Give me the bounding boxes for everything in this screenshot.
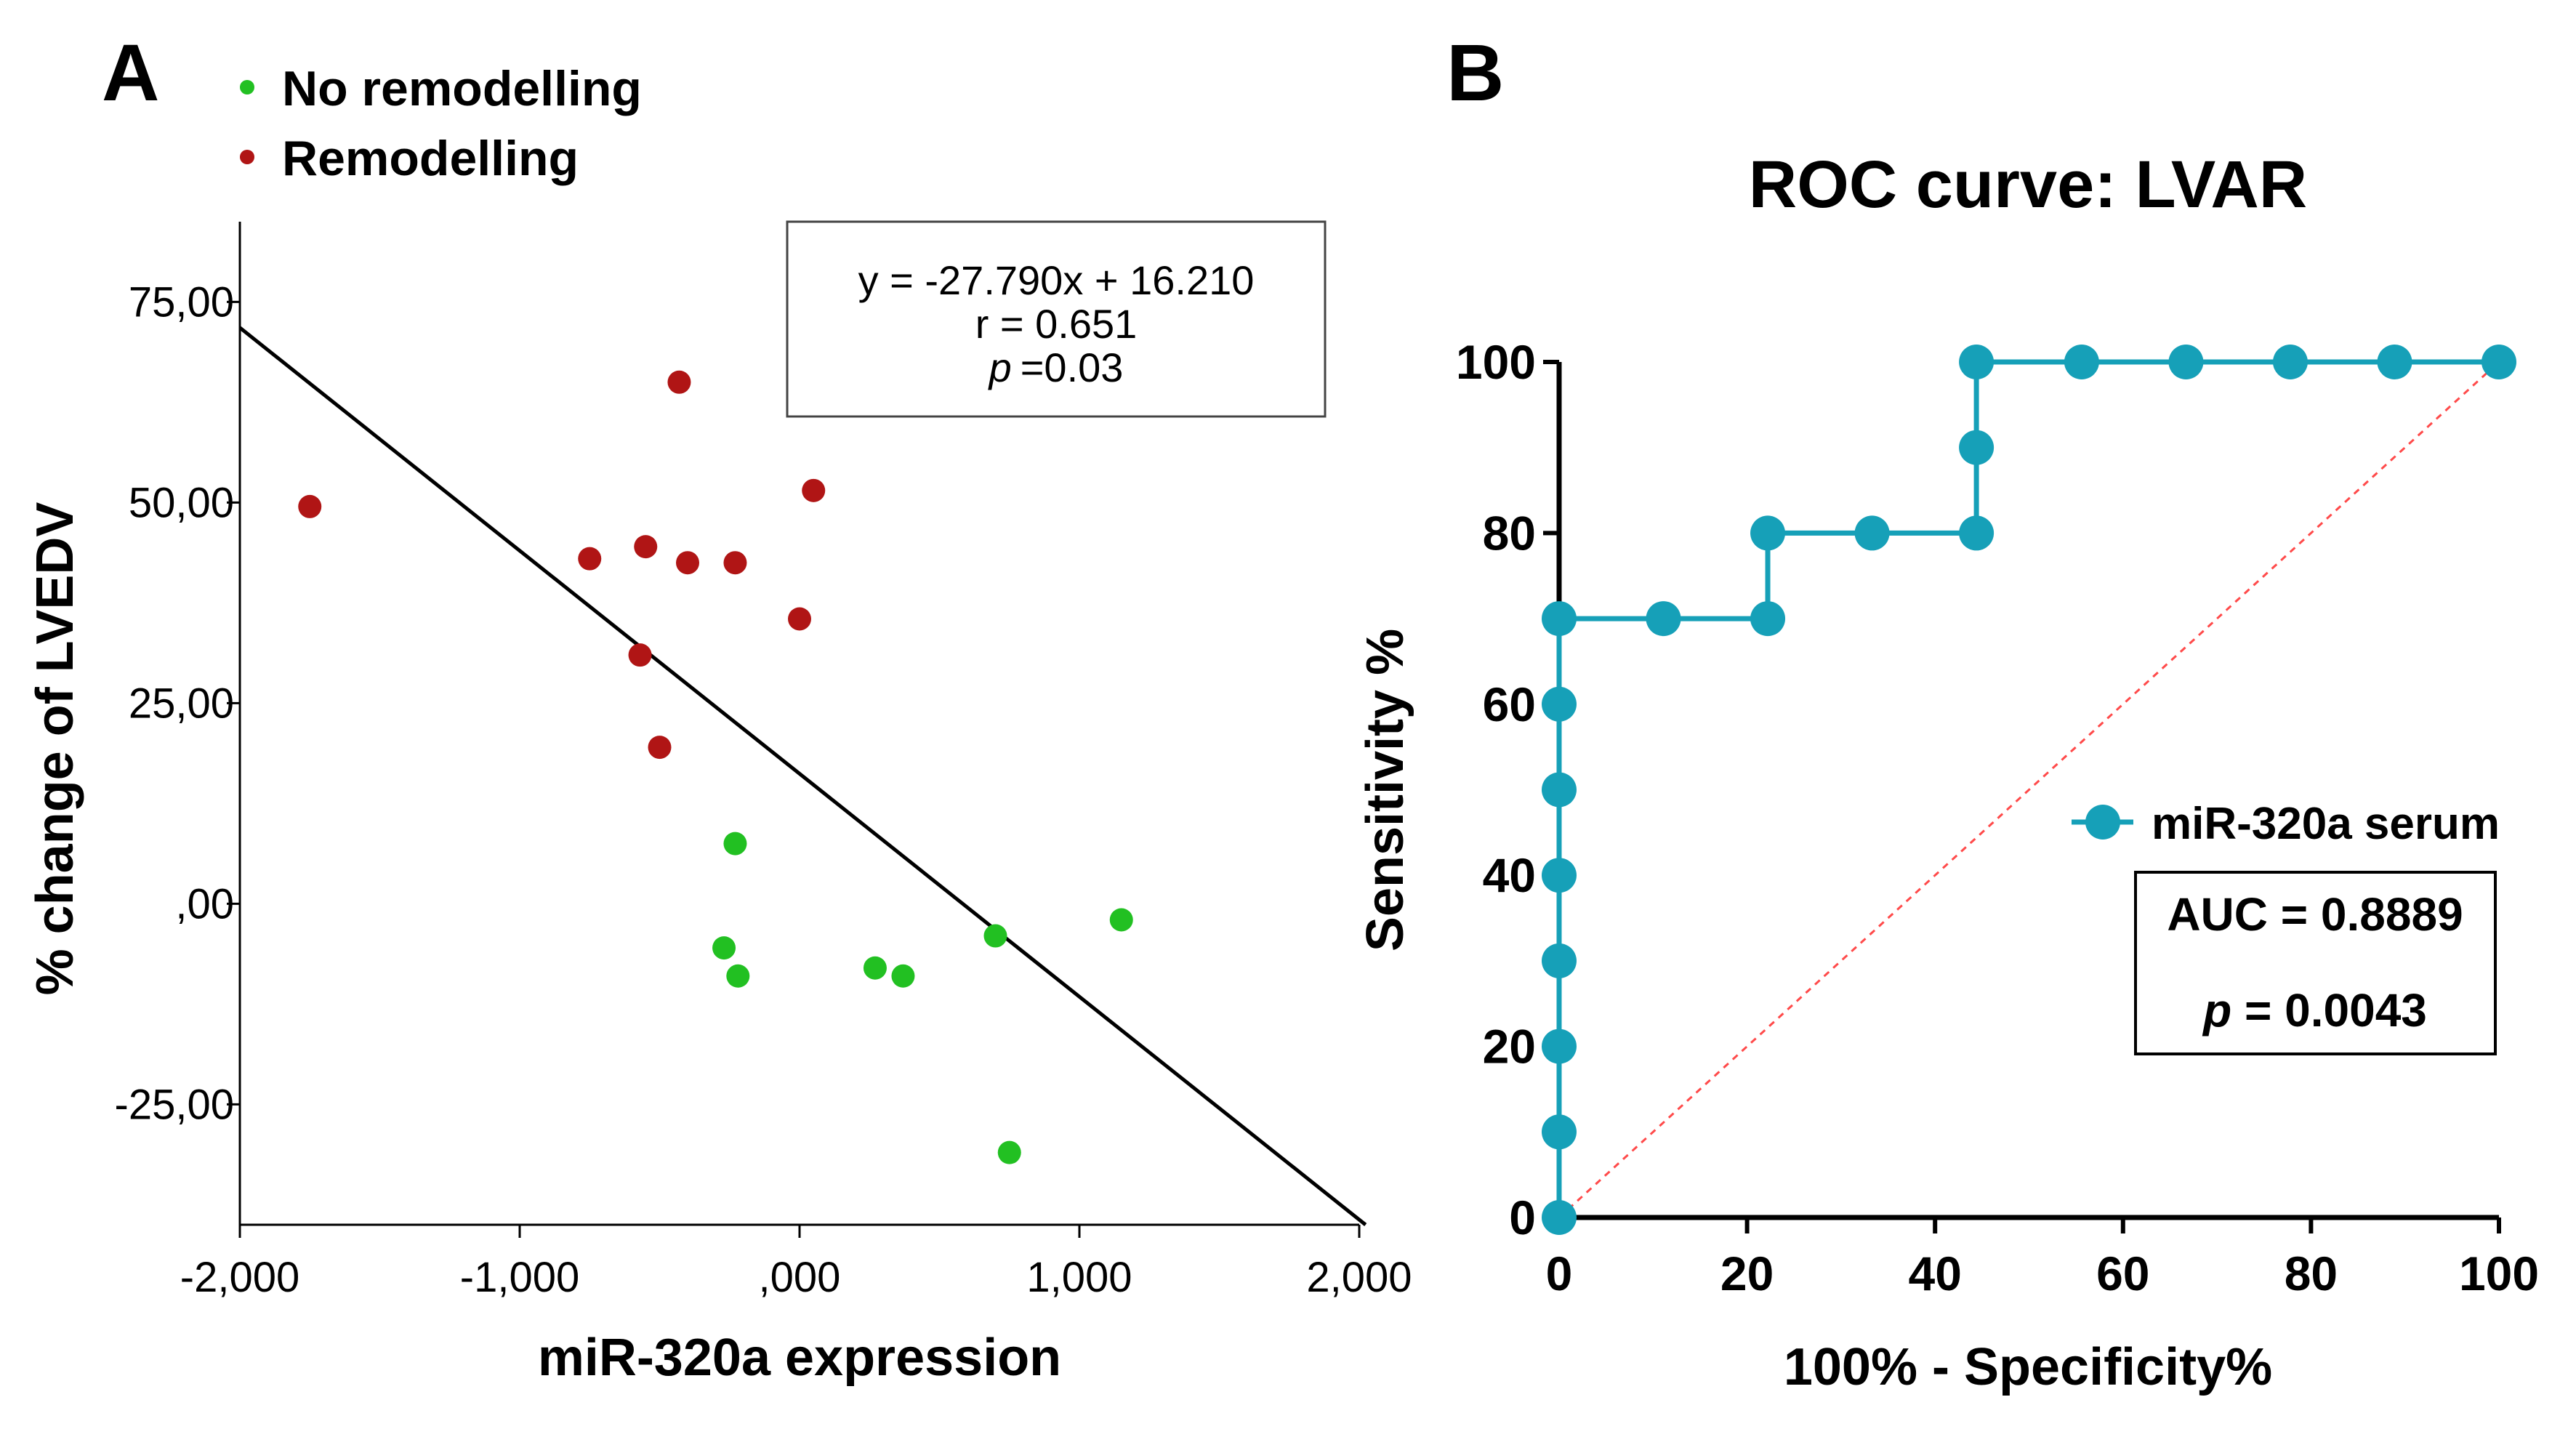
roc-point <box>1542 686 1577 722</box>
legend-label-no-remodelling: No remodelling <box>282 61 642 116</box>
roc-point <box>1542 1200 1577 1235</box>
correlation-r: r = 0.651 <box>975 301 1138 347</box>
scatter-y-axis-title: % change of LVEDV <box>26 502 84 996</box>
roc-x-tick-label: 60 <box>2096 1247 2149 1300</box>
annotation-box <box>786 220 1327 418</box>
roc-point <box>1542 858 1577 893</box>
remodelling-point <box>802 478 826 502</box>
no-remodelling-point <box>863 956 887 980</box>
roc-x-tick-label: 80 <box>2285 1247 2338 1300</box>
legend-marker-remodelling <box>240 150 254 164</box>
roc-points <box>1542 345 2516 1235</box>
scatter-y-tick-label: -25,00 <box>115 1081 234 1128</box>
roc-y-tick-label: 100 <box>1456 335 1536 389</box>
scatter-legend: No remodelling Remodelling <box>240 61 642 186</box>
roc-x-tick-label: 0 <box>1546 1247 1573 1300</box>
no-remodelling-point <box>983 924 1007 948</box>
scatter-x-ticks: -2,000 -1,000 ,000 1,000 2,000 <box>180 1225 1412 1301</box>
remodelling-point <box>298 494 322 518</box>
reference-diagonal <box>1558 361 2500 1219</box>
roc-point <box>2064 345 2099 379</box>
p-symbol: p <box>988 345 1012 390</box>
remodelling-point <box>578 547 602 571</box>
scatter-y-ticks: -25,00 ,00 25,00 50,00 75,00 <box>115 278 240 1128</box>
roc-point <box>1750 515 1786 551</box>
no-remodelling-point <box>891 964 915 988</box>
roc-x-tick-label: 100 <box>2459 1247 2539 1300</box>
no-remodelling-point <box>1109 908 1133 932</box>
panel-a-letter: A <box>102 28 159 118</box>
roc-point <box>1542 1029 1577 1064</box>
scatter-x-tick-label: -2,000 <box>180 1254 299 1301</box>
remodelling-point <box>648 736 672 760</box>
scatter-points <box>298 370 1133 1164</box>
scatter-y-tick-label: 25,00 <box>129 680 234 727</box>
roc-legend-marker <box>2085 805 2120 840</box>
legend-label-remodelling: Remodelling <box>282 131 579 186</box>
remodelling-point <box>788 607 811 631</box>
roc-point <box>1959 430 1995 465</box>
legend-marker-no-remodelling <box>240 80 254 94</box>
remodelling-point <box>723 551 747 575</box>
scatter-y-tick-label: 75,00 <box>129 278 234 326</box>
no-remodelling-point <box>712 936 736 960</box>
remodelling-point <box>676 551 699 575</box>
roc-x-tick-label: 20 <box>1720 1247 1774 1300</box>
roc-point <box>2168 345 2204 379</box>
scatter-x-tick-label: -1,000 <box>460 1254 579 1301</box>
roc-title: ROC curve: LVAR <box>1749 148 2307 222</box>
remodelling-point <box>667 370 691 394</box>
p-value: =0.03 <box>1021 345 1124 390</box>
no-remodelling-point <box>726 964 750 988</box>
panel-b-roc: B ROC curve: LVAR 0 20 40 60 80 100 0 20 40 60 80… <box>1356 28 2539 1396</box>
roc-y-tick-label: 60 <box>1483 677 1536 731</box>
no-remodelling-point <box>997 1140 1021 1164</box>
panel-b-letter: B <box>1446 28 1504 118</box>
scatter-x-tick-label: 2,000 <box>1306 1254 1412 1301</box>
roc-p-value: = 0.0043 <box>2231 984 2427 1036</box>
roc-point <box>1542 601 1577 637</box>
roc-y-axis-title: Sensitivity % <box>1356 629 1414 951</box>
regression-equation: y = -27.790x + 16.210 <box>858 257 1255 303</box>
auc-value: AUC = 0.8889 <box>2167 888 2463 941</box>
remodelling-point <box>628 643 652 667</box>
scatter-x-axis-title: miR-320a expression <box>538 1329 1061 1387</box>
roc-point <box>1646 601 1681 637</box>
no-remodelling-point <box>723 832 747 856</box>
roc-y-tick-label: 80 <box>1483 506 1536 560</box>
roc-y-tick-label: 40 <box>1483 848 1536 902</box>
roc-p-symbol: p <box>2202 984 2231 1036</box>
roc-point <box>1959 345 1995 379</box>
roc-point <box>1542 772 1577 808</box>
roc-point <box>1750 601 1786 637</box>
roc-x-axis-title: 100% - Specificity% <box>1784 1338 2272 1396</box>
scatter-y-tick-label: ,00 <box>175 880 234 927</box>
auc-box <box>2134 871 2497 1055</box>
scatter-x-tick-label: ,000 <box>759 1254 841 1301</box>
roc-point <box>1854 515 1890 551</box>
regression-line <box>238 326 1367 1226</box>
roc-p-value-line: p = 0.0043 <box>2202 984 2427 1036</box>
scatter-x-tick-label: 1,000 <box>1026 1254 1132 1301</box>
p-value-line: p =0.03 <box>988 345 1124 390</box>
roc-y-tick-label: 0 <box>1509 1191 1536 1244</box>
roc-point <box>2377 345 2412 379</box>
roc-point <box>1542 1114 1577 1150</box>
scatter-y-tick-label: 50,00 <box>129 479 234 526</box>
panel-a-scatter: A No remodelling Remodelling -2,000 -1,00… <box>26 28 1412 1387</box>
roc-x-tick-label: 40 <box>1908 1247 1961 1300</box>
regression-annotation: y = -27.790x + 16.210 r = 0.651 p =0.03 <box>786 220 1327 418</box>
roc-x-ticks: 0 20 40 60 80 100 <box>1546 1217 2539 1300</box>
roc-legend: miR-320a serum <box>2072 799 2500 849</box>
remodelling-point <box>634 535 658 559</box>
roc-point <box>1959 515 1995 551</box>
roc-y-tick-label: 20 <box>1483 1020 1536 1074</box>
roc-y-ticks: 0 20 40 60 80 100 <box>1456 335 1559 1244</box>
roc-point <box>2272 345 2308 379</box>
roc-point <box>2482 345 2516 379</box>
roc-legend-label: miR-320a serum <box>2152 799 2500 849</box>
auc-annotation: AUC = 0.8889 p = 0.0043 <box>2134 871 2497 1055</box>
roc-point <box>1542 943 1577 978</box>
